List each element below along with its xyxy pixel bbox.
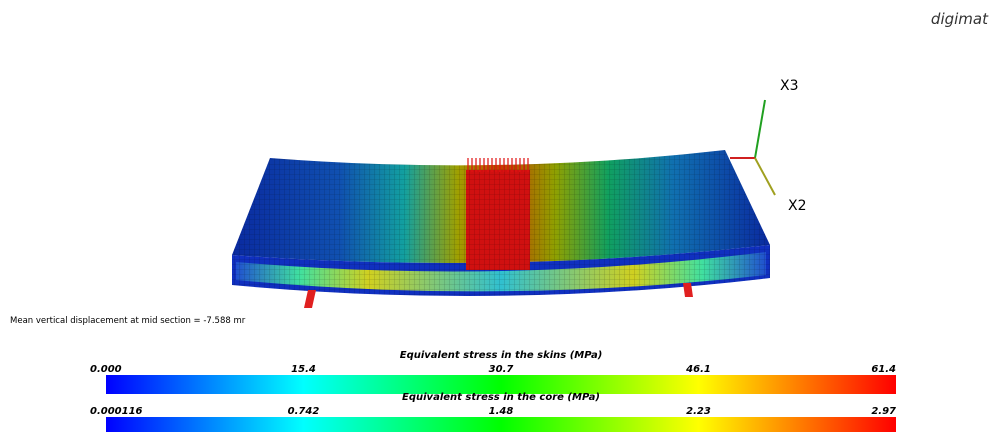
colorbar <box>106 375 896 394</box>
colorbar-tick: 0.000 <box>90 364 122 375</box>
colorbar-tick: 30.7 <box>489 364 514 375</box>
colorbar-tick: 0.742 <box>288 406 320 417</box>
displacement-note: Mean vertical displacement at mid sectio… <box>10 316 246 326</box>
axis-triad <box>730 99 776 196</box>
colorbar-tick: 61.4 <box>871 364 896 375</box>
colorbar-title: Equivalent stress in the core (MPa) <box>402 392 600 403</box>
colorbar-title: Equivalent stress in the skins (MPa) <box>400 350 603 361</box>
colorbar-tick: 1.48 <box>489 406 514 417</box>
colorbars: Equivalent stress in the skins (MPa) 0.00… <box>90 350 896 432</box>
colorbar-tick: 15.4 <box>291 364 316 375</box>
colorbar-tick: 2.23 <box>686 406 711 417</box>
axis-label: X3 <box>780 78 799 94</box>
colorbar-tick: 2.97 <box>871 406 896 417</box>
logo: digimat <box>931 10 989 28</box>
beam-render <box>232 150 770 308</box>
axis-label: X2 <box>788 198 807 214</box>
colorbar-tick: 46.1 <box>685 364 711 375</box>
colorbar <box>106 417 896 432</box>
colorbar-tick: 0.000116 <box>90 406 143 417</box>
